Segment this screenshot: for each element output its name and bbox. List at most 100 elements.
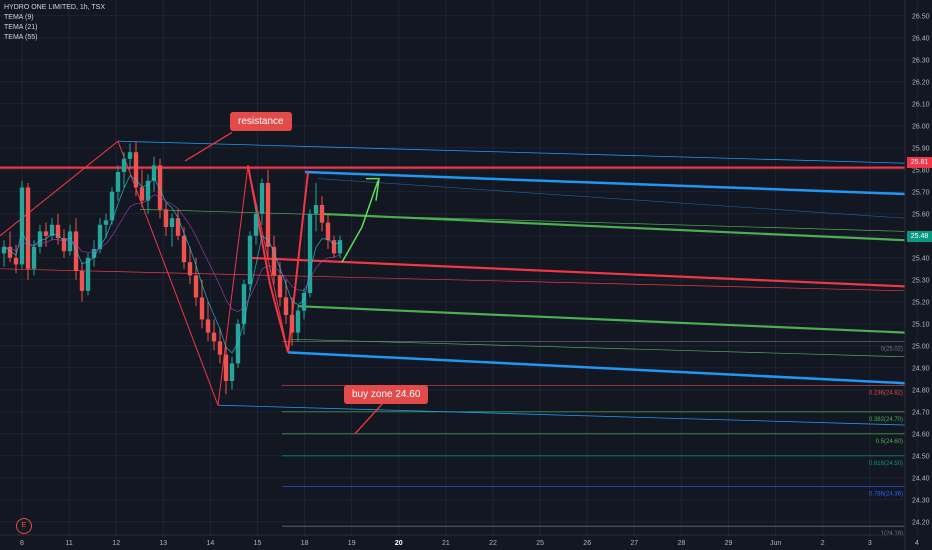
resistance-callout-pointer bbox=[184, 131, 233, 162]
candle-body bbox=[109, 191, 115, 221]
time-tick-label: 20 bbox=[395, 540, 403, 547]
candle-body bbox=[253, 213, 259, 236]
price-tick-label: 25.40 bbox=[912, 255, 930, 262]
time-tick-label: 18 bbox=[301, 540, 309, 547]
price-tick-label: 24.80 bbox=[912, 387, 930, 394]
resistance-annotation[interactable]: resistance bbox=[230, 112, 292, 131]
price-tick-label: 26.10 bbox=[912, 101, 930, 108]
candle-body bbox=[115, 172, 121, 192]
channel-mid-red bbox=[247, 256, 906, 288]
resistance-price-tag: 25.81 bbox=[907, 157, 932, 168]
fib-level-label: 0(25.02) bbox=[881, 346, 903, 352]
price-tick-label: 25.20 bbox=[912, 299, 930, 306]
candle-body bbox=[121, 158, 127, 172]
candle-body bbox=[61, 238, 67, 252]
candle-body bbox=[73, 231, 79, 271]
channel-thin-blue-mid bbox=[317, 178, 906, 219]
price-tick-label: 26.20 bbox=[912, 79, 930, 86]
drawings: 0(25.02) 0.236(24.82) 0.382(24.70) 0.5(24.6… bbox=[0, 131, 906, 537]
price-tick-label: 26.30 bbox=[912, 57, 930, 64]
candle-body bbox=[43, 231, 49, 236]
candle-body bbox=[127, 152, 133, 159]
time-tick-label: 22 bbox=[489, 540, 497, 547]
time-axis[interactable]: 8 11 12 13 14 15 18 19 20 21 22 25 26 27 28 29 Jun 2 3 4 bbox=[0, 534, 919, 547]
projection-arrow-head bbox=[366, 177, 380, 201]
candle-body bbox=[295, 310, 301, 333]
candle-body bbox=[151, 165, 157, 181]
legend-indicator-tema-9[interactable]: TEMA (9) bbox=[4, 14, 34, 21]
candle-body bbox=[235, 323, 241, 364]
time-tick-label: 25 bbox=[536, 540, 544, 547]
candle-body bbox=[199, 297, 205, 320]
price-tick-label: 25.10 bbox=[912, 321, 930, 328]
candle-body bbox=[301, 293, 307, 311]
candle-body bbox=[55, 224, 61, 238]
candle-body bbox=[307, 213, 313, 293]
candle-body bbox=[19, 187, 25, 265]
candle-body bbox=[85, 257, 91, 291]
candle-body bbox=[283, 297, 289, 315]
candle-body bbox=[205, 319, 211, 333]
candle-body bbox=[325, 222, 331, 241]
candle-body bbox=[313, 205, 319, 214]
channel-upper-blue bbox=[304, 170, 906, 196]
candle-body bbox=[139, 187, 145, 201]
time-tick-label: 19 bbox=[348, 540, 356, 547]
fib-level-label: 0.382(24.70) bbox=[869, 417, 903, 423]
time-tick-label: 11 bbox=[65, 540, 72, 547]
candle-body bbox=[289, 315, 295, 333]
price-tick-label: 25.60 bbox=[912, 211, 930, 218]
time-tick-label: 3 bbox=[868, 540, 872, 547]
candle-body bbox=[181, 235, 187, 263]
candle-body bbox=[31, 246, 37, 269]
legend-indicator-tema-55[interactable]: TEMA (55) bbox=[4, 34, 38, 41]
buy-zone-callout-pointer bbox=[354, 400, 386, 435]
legend-indicator-tema-21[interactable]: TEMA (21) bbox=[4, 24, 38, 31]
candle-body bbox=[217, 341, 223, 355]
candle-body bbox=[97, 224, 103, 249]
channel-lower-blue bbox=[287, 351, 906, 385]
time-tick-label: Jun bbox=[770, 540, 781, 547]
candle-body bbox=[49, 224, 55, 236]
candle-body bbox=[259, 183, 265, 214]
price-tick-label: 25.70 bbox=[912, 189, 930, 196]
price-tick-label: 26.40 bbox=[912, 35, 930, 42]
price-tick-label: 24.50 bbox=[912, 453, 930, 460]
price-tick-label: 24.90 bbox=[912, 365, 930, 372]
projection-arrow bbox=[341, 180, 379, 263]
price-tick-label: 25.90 bbox=[912, 145, 930, 152]
time-tick-label: 21 bbox=[442, 540, 450, 547]
candle-body bbox=[175, 218, 181, 236]
legend-title[interactable]: HYDRO ONE LIMITED, 1h, TSX bbox=[4, 4, 106, 11]
time-tick-label: 13 bbox=[159, 540, 167, 547]
price-tick-label: 24.70 bbox=[912, 409, 930, 416]
channel-lower-green bbox=[297, 305, 906, 334]
candle-body bbox=[13, 257, 19, 265]
candle-body bbox=[103, 220, 109, 225]
candle-body bbox=[331, 240, 337, 254]
fib-level-label: 0.786(24.36) bbox=[869, 492, 903, 498]
candle-body bbox=[1, 246, 7, 254]
candle-body bbox=[277, 275, 283, 298]
buy-zone-annotation[interactable]: buy zone 24.60 bbox=[344, 385, 429, 404]
channel-thin-green-lower bbox=[289, 338, 906, 358]
time-tick-label: 28 bbox=[678, 540, 686, 547]
price-tick-label: 24.40 bbox=[912, 475, 930, 482]
candle-body bbox=[247, 235, 253, 285]
candle-body bbox=[187, 262, 193, 276]
candle-body bbox=[241, 284, 247, 324]
candle-body bbox=[337, 240, 343, 254]
candle-body bbox=[7, 246, 13, 258]
candle-body bbox=[319, 205, 325, 223]
price-tick-label: 26.50 bbox=[912, 13, 930, 20]
earnings-icon[interactable]: E bbox=[16, 518, 32, 534]
fib-level-label: 1(24.18) bbox=[881, 531, 903, 537]
tema-9-line bbox=[3, 174, 341, 354]
wave-zigzag-thick bbox=[247, 165, 309, 353]
candle-body bbox=[67, 231, 73, 252]
candles bbox=[1, 141, 343, 395]
price-tick-label: 24.20 bbox=[912, 519, 930, 526]
tema-21-line bbox=[3, 194, 341, 313]
time-tick-label: 14 bbox=[207, 540, 215, 547]
